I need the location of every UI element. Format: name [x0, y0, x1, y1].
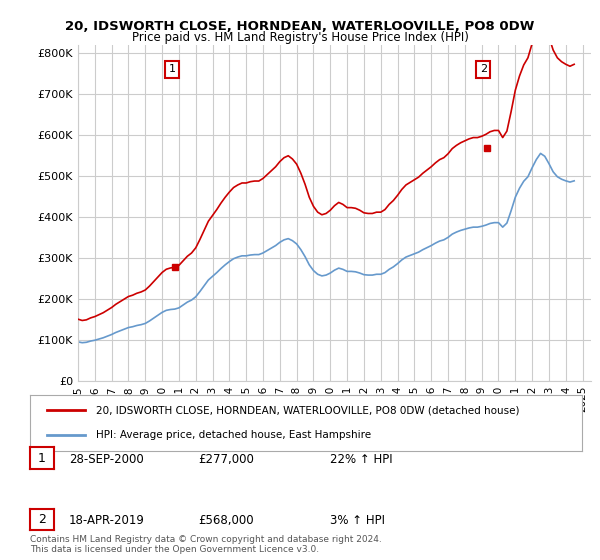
- Text: 18-APR-2019: 18-APR-2019: [69, 514, 145, 528]
- Text: 1: 1: [169, 64, 176, 74]
- Text: 22% ↑ HPI: 22% ↑ HPI: [330, 452, 392, 466]
- Text: HPI: Average price, detached house, East Hampshire: HPI: Average price, detached house, East…: [96, 430, 371, 440]
- Text: 20, IDSWORTH CLOSE, HORNDEAN, WATERLOOVILLE, PO8 0DW: 20, IDSWORTH CLOSE, HORNDEAN, WATERLOOVI…: [65, 20, 535, 32]
- Text: 3% ↑ HPI: 3% ↑ HPI: [330, 514, 385, 528]
- Text: £277,000: £277,000: [198, 452, 254, 466]
- Text: 20, IDSWORTH CLOSE, HORNDEAN, WATERLOOVILLE, PO8 0DW (detached house): 20, IDSWORTH CLOSE, HORNDEAN, WATERLOOVI…: [96, 405, 520, 416]
- Text: 2: 2: [480, 64, 487, 74]
- Text: £568,000: £568,000: [198, 514, 254, 528]
- Text: 1: 1: [38, 451, 46, 465]
- Text: Contains HM Land Registry data © Crown copyright and database right 2024.
This d: Contains HM Land Registry data © Crown c…: [30, 535, 382, 554]
- Text: Price paid vs. HM Land Registry's House Price Index (HPI): Price paid vs. HM Land Registry's House …: [131, 31, 469, 44]
- Text: 2: 2: [38, 513, 46, 526]
- Text: 28-SEP-2000: 28-SEP-2000: [69, 452, 144, 466]
